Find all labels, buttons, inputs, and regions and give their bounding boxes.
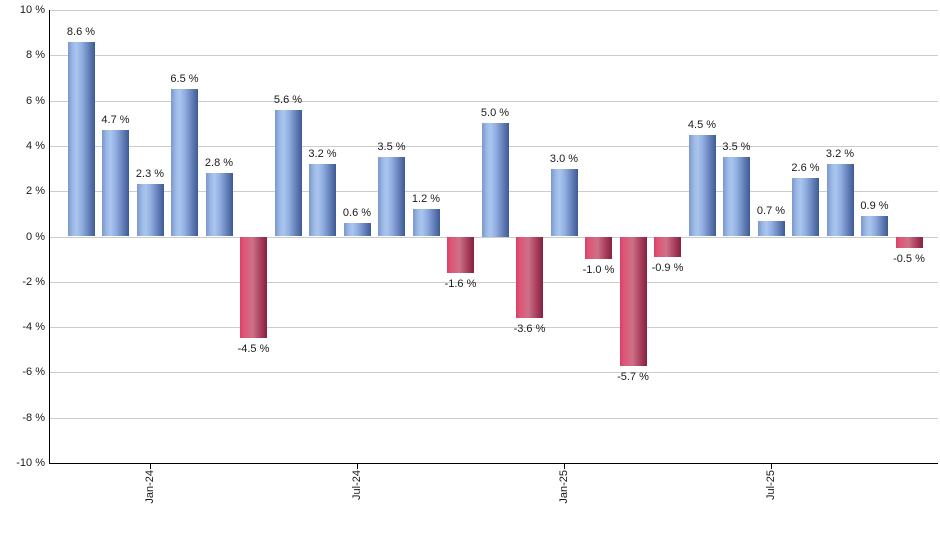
y-axis-label: -2 % — [22, 275, 45, 288]
bar-positive — [412, 209, 440, 237]
bar-negative — [240, 236, 267, 339]
bar-value-label: 6.5 % — [170, 73, 199, 86]
bar-positive — [723, 157, 750, 237]
y-axis-line — [49, 10, 50, 464]
bar-positive — [274, 109, 302, 237]
bar-negative — [447, 236, 474, 273]
y-axis-label: -8 % — [22, 411, 45, 424]
bar-positive — [792, 177, 819, 237]
bar-negative — [585, 236, 612, 260]
bar-value-label: -0.9 % — [651, 261, 684, 274]
gridline — [49, 372, 938, 374]
bar-value-label: 8.6 % — [66, 25, 96, 38]
bar-value-label: 3.2 % — [308, 148, 337, 161]
bar-negative — [516, 236, 543, 319]
bar-positive — [343, 222, 371, 237]
y-axis-label: -4 % — [22, 321, 45, 334]
bar-positive — [688, 134, 716, 237]
x-axis-label: Jan-25 — [558, 470, 570, 504]
y-axis-label: 10 % — [19, 4, 45, 16]
bar-value-label: 3.5 % — [377, 141, 406, 154]
gridline — [49, 417, 938, 419]
bar-positive — [378, 157, 405, 237]
x-axis-label: Jul-25 — [765, 470, 777, 500]
y-axis-label: -10 % — [16, 457, 45, 469]
bar-value-label: 5.6 % — [273, 93, 303, 106]
gridline — [49, 55, 938, 57]
y-axis-label: 8 % — [26, 49, 45, 62]
gridline — [49, 10, 938, 11]
gridline — [49, 281, 938, 283]
x-axis-line — [49, 463, 938, 464]
bar-positive — [757, 220, 785, 237]
bar-positive — [309, 164, 336, 237]
bar-positive — [481, 123, 509, 237]
bar-value-label: 0.6 % — [342, 206, 372, 219]
bar-value-label: 4.7 % — [101, 114, 130, 127]
bar-positive — [826, 164, 854, 237]
bar-value-label: -3.6 % — [513, 323, 546, 336]
bar-value-label: 3.2 % — [825, 148, 855, 161]
bar-positive — [550, 168, 578, 237]
bar-value-label: -5.7 % — [617, 370, 649, 383]
bar-value-label: 0.7 % — [756, 204, 786, 217]
bar-value-label: 1.2 % — [411, 193, 441, 206]
bar-positive — [136, 184, 164, 237]
x-axis-tick — [771, 463, 772, 469]
bar-value-label: -0.5 % — [893, 252, 925, 265]
y-axis-label: 6 % — [26, 94, 45, 107]
bar-value-label: 0.9 % — [860, 200, 889, 213]
bar-value-label: 3.0 % — [549, 152, 579, 165]
bar-value-label: 4.5 % — [687, 118, 717, 131]
x-axis-tick — [564, 463, 565, 469]
bar-negative — [654, 236, 681, 257]
bar-value-label: 3.5 % — [722, 141, 751, 154]
bar-negative — [895, 236, 923, 248]
bar-positive — [205, 173, 233, 237]
y-axis-label: 0 % — [26, 230, 45, 243]
bar-positive — [171, 89, 198, 237]
bar-value-label: 2.8 % — [204, 157, 234, 170]
bar-positive — [861, 216, 888, 237]
x-axis-label: Jan-24 — [144, 470, 156, 504]
bar-value-label: -1.6 % — [444, 277, 477, 290]
bar-positive — [67, 41, 95, 237]
bar-value-label: 2.3 % — [135, 168, 165, 181]
bar-negative — [619, 236, 647, 366]
x-axis-tick — [357, 463, 358, 469]
y-axis-label: 2 % — [26, 185, 45, 198]
bar-value-label: 2.6 % — [791, 161, 820, 174]
gridline — [49, 236, 938, 238]
bar-value-label: -1.0 % — [582, 264, 615, 277]
y-axis-label: 4 % — [26, 139, 45, 152]
x-axis-label: Jul-24 — [351, 470, 363, 500]
gridline — [49, 327, 938, 329]
bar-value-label: 5.0 % — [480, 107, 510, 120]
y-axis-label: -6 % — [22, 366, 45, 379]
gridline — [49, 100, 938, 102]
x-axis-tick — [150, 463, 151, 469]
bar-value-label: -4.5 % — [237, 343, 270, 356]
bar-positive — [102, 130, 129, 237]
